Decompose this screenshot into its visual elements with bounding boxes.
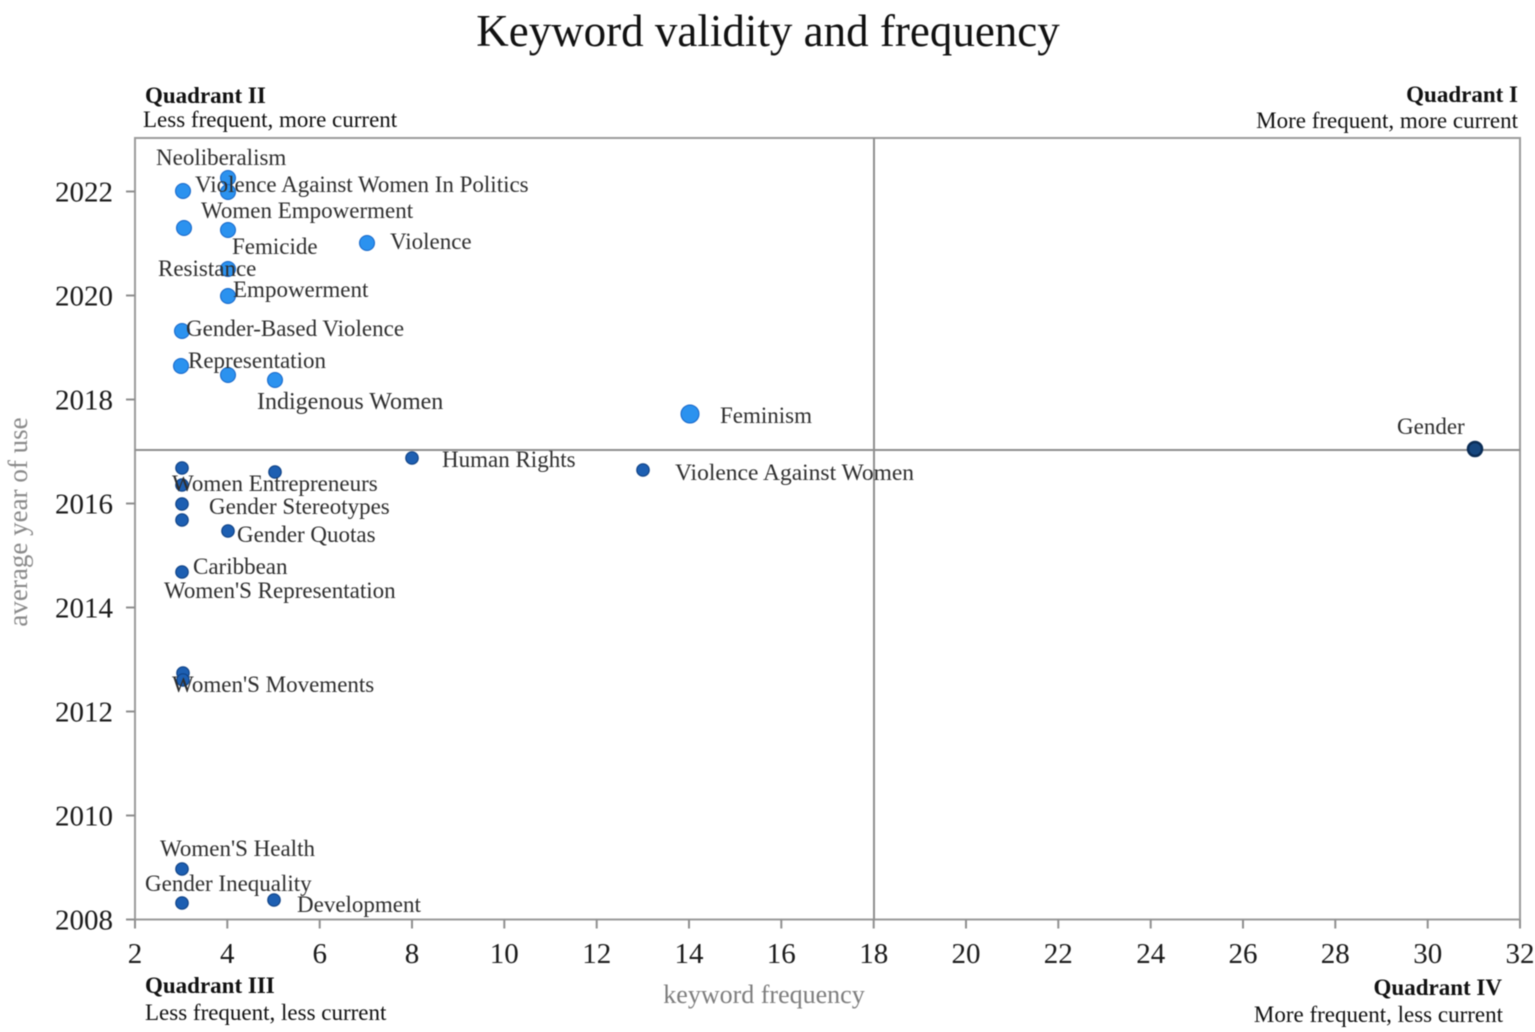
svg-text:2: 2 — [128, 938, 143, 970]
svg-text:More frequent, less current: More frequent, less current — [1254, 1002, 1504, 1027]
svg-text:More frequent, more current: More frequent, more current — [1256, 108, 1518, 133]
svg-text:16: 16 — [767, 938, 796, 970]
svg-text:Gender Inequality: Gender Inequality — [145, 871, 312, 896]
svg-text:Violence Against Women In Poli: Violence Against Women In Politics — [195, 172, 529, 197]
svg-text:Empowerment: Empowerment — [233, 277, 369, 302]
svg-text:keyword frequency: keyword frequency — [663, 980, 864, 1009]
svg-text:Human Rights: Human Rights — [442, 447, 576, 472]
svg-text:Women'S Health: Women'S Health — [160, 836, 315, 861]
svg-text:Gender Quotas: Gender Quotas — [237, 522, 376, 547]
svg-text:2022: 2022 — [55, 177, 113, 209]
svg-text:32: 32 — [1506, 938, 1535, 970]
svg-text:2010: 2010 — [55, 801, 113, 833]
svg-text:Keyword validity and frequency: Keyword validity and frequency — [476, 6, 1060, 56]
svg-text:18: 18 — [859, 938, 888, 970]
svg-text:Caribbean: Caribbean — [193, 554, 288, 579]
svg-text:Women Entrepreneurs: Women Entrepreneurs — [172, 471, 378, 496]
svg-text:2014: 2014 — [55, 593, 114, 625]
svg-text:Representation: Representation — [188, 348, 326, 373]
svg-text:2020: 2020 — [55, 281, 113, 313]
svg-text:Feminism: Feminism — [720, 403, 812, 428]
svg-text:20: 20 — [952, 938, 981, 970]
svg-text:28: 28 — [1321, 938, 1350, 970]
svg-text:Women'S Movements: Women'S Movements — [172, 672, 374, 697]
svg-text:6: 6 — [312, 938, 327, 970]
svg-text:Femicide: Femicide — [232, 234, 318, 259]
svg-text:8: 8 — [405, 938, 420, 970]
svg-text:2008: 2008 — [55, 905, 113, 937]
svg-text:2016: 2016 — [55, 489, 113, 521]
svg-text:Quadrant IV: Quadrant IV — [1374, 975, 1503, 1000]
svg-text:30: 30 — [1413, 938, 1442, 970]
svg-text:Women'S Representation: Women'S Representation — [164, 578, 396, 603]
svg-text:Indigenous Women: Indigenous Women — [257, 389, 443, 415]
svg-text:24: 24 — [1136, 938, 1166, 970]
svg-text:2012: 2012 — [55, 697, 113, 729]
svg-text:Quadrant II: Quadrant II — [145, 83, 266, 108]
svg-text:Less frequent, more current: Less frequent, more current — [143, 107, 398, 132]
svg-text:10: 10 — [490, 938, 519, 970]
svg-text:4: 4 — [220, 938, 235, 970]
svg-text:Gender-Based Violence: Gender-Based Violence — [186, 316, 404, 341]
svg-text:Gender: Gender — [1397, 414, 1465, 439]
svg-text:2018: 2018 — [55, 385, 113, 417]
svg-text:Quadrant III: Quadrant III — [145, 973, 275, 998]
svg-text:Less frequent, less current: Less frequent, less current — [145, 1000, 387, 1025]
svg-text:26: 26 — [1229, 938, 1258, 970]
svg-text:Quadrant I: Quadrant I — [1406, 82, 1518, 107]
svg-text:Development: Development — [297, 892, 422, 917]
svg-text:Violence: Violence — [390, 229, 472, 254]
svg-text:14: 14 — [675, 938, 705, 970]
svg-text:Women Empowerment: Women Empowerment — [201, 198, 414, 223]
svg-text:Neoliberalism: Neoliberalism — [156, 145, 286, 170]
svg-text:Violence Against Women: Violence Against Women — [675, 460, 914, 486]
svg-text:average year of use: average year of use — [3, 417, 33, 626]
svg-text:12: 12 — [582, 938, 611, 970]
svg-text:Gender Stereotypes: Gender Stereotypes — [209, 494, 390, 519]
svg-text:22: 22 — [1044, 938, 1073, 970]
svg-text:Resistance: Resistance — [158, 256, 256, 281]
